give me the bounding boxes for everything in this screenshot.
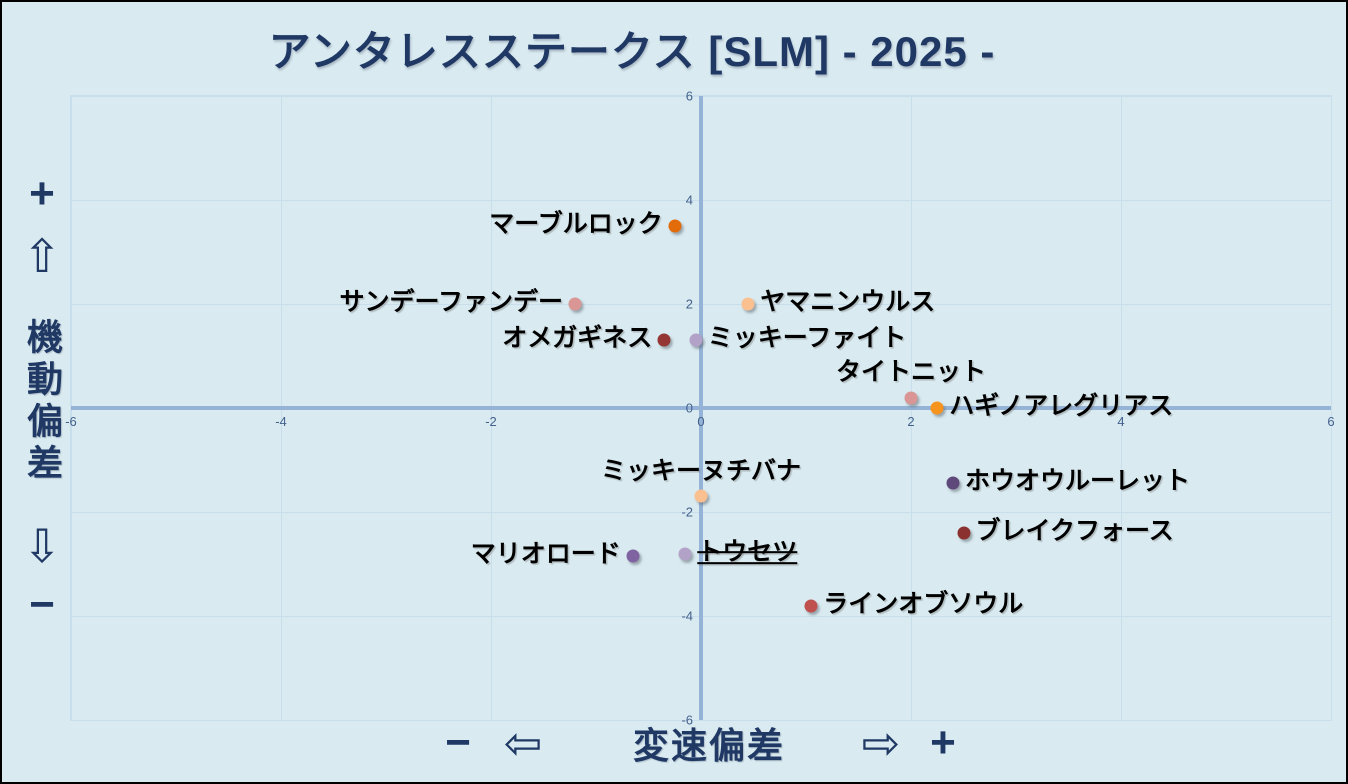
x-axis-minus-sign: − — [445, 718, 471, 767]
point-label: タイトニット — [835, 358, 987, 387]
x-axis-line — [71, 406, 1331, 410]
point-label: ラインオブソウル — [823, 589, 1024, 618]
data-point — [694, 489, 708, 503]
data-point — [741, 297, 755, 311]
point-label: サンデーファンデー — [339, 288, 563, 317]
x-tick-label: 4 — [1117, 414, 1125, 429]
x-tick-label: 6 — [1327, 414, 1335, 429]
x-tick-label: 0 — [697, 414, 705, 429]
x-tick-label: -4 — [275, 414, 287, 429]
left-arrow-icon: ⇦ — [503, 717, 543, 769]
point-label: ミッキーファイト — [707, 324, 907, 353]
x-tick-label: -6 — [65, 414, 77, 429]
data-point — [568, 297, 582, 311]
point-label: ホウオウルーレット — [965, 467, 1191, 496]
data-point — [678, 547, 692, 561]
gridline-vertical — [1330, 96, 1332, 720]
point-label: マリオロード — [470, 540, 621, 569]
data-point — [657, 333, 671, 347]
data-point — [804, 599, 818, 613]
data-point — [668, 219, 682, 233]
gridline-horizontal — [71, 719, 1331, 721]
data-point — [689, 333, 703, 347]
point-label: トウセツ — [697, 537, 798, 566]
right-arrow-icon: ⇨ — [861, 717, 901, 769]
data-point — [904, 391, 918, 405]
x-tick-label: 2 — [907, 414, 915, 429]
x-axis-plus-sign: + — [930, 718, 956, 767]
y-axis-title: 機動偏差 — [22, 318, 63, 486]
y-axis-plus-sign: + — [29, 169, 55, 218]
y-tick-label: 6 — [685, 88, 693, 104]
y-tick-label: -4 — [681, 608, 693, 624]
down-arrow-icon: ⇩ — [22, 520, 62, 572]
point-label: ハギノアレグリアス — [949, 392, 1174, 421]
up-arrow-icon: ⇧ — [22, 230, 62, 282]
data-point — [946, 476, 960, 490]
y-tick-label: 2 — [685, 296, 693, 312]
y-tick-label: 0 — [685, 400, 693, 416]
y-tick-label: -6 — [681, 712, 693, 728]
point-label: マーブルロック — [489, 210, 663, 239]
y-axis-minus-sign: − — [29, 580, 55, 629]
plot-area: -6 -4 -2 0 2 4 6 -6 -4 -2 0 2 4 6 マーブルロックサンデーファンデー ヤマニン… — [65, 89, 1335, 728]
point-label: ブレイクフォース — [975, 516, 1174, 545]
x-tick-label: -2 — [485, 414, 497, 429]
point-label: ミッキーヌチバナ — [600, 456, 802, 485]
x-axis-title: 変速偏差 — [632, 725, 786, 766]
y-tick-label: 4 — [685, 192, 693, 208]
point-label: ヤマニンウルス — [760, 288, 936, 317]
data-point — [626, 549, 640, 563]
data-point — [957, 526, 970, 540]
chart-title: アンタレスステークス [SLM] - 2025 - — [268, 28, 996, 75]
y-tick-label: -2 — [681, 504, 693, 520]
data-point — [930, 401, 944, 415]
point-label: オメガギネス — [502, 324, 653, 353]
